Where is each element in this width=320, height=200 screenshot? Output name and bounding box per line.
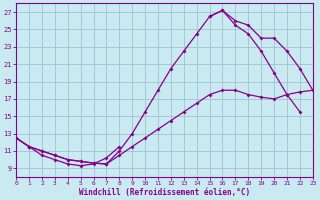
X-axis label: Windchill (Refroidissement éolien,°C): Windchill (Refroidissement éolien,°C) bbox=[79, 188, 250, 197]
